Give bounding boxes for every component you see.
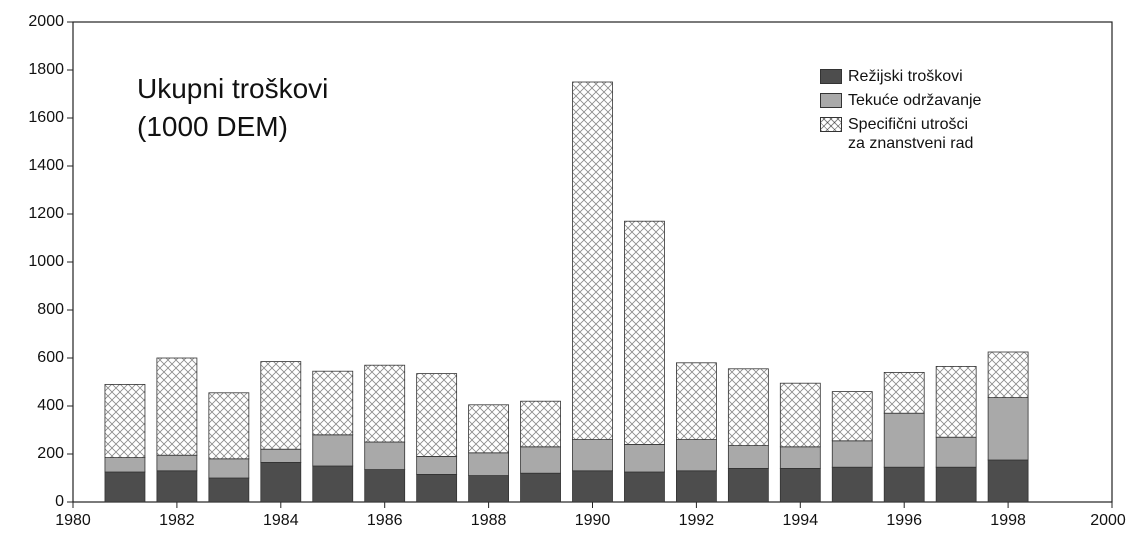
bar-segment	[416, 473, 458, 503]
bar-segment	[779, 382, 821, 448]
bar-segment	[727, 445, 769, 469]
bar-segment	[779, 446, 821, 469]
bar-segment	[156, 357, 198, 456]
bar-segment	[468, 452, 510, 476]
bar-segment	[208, 477, 250, 503]
x-tick-label: 1994	[783, 512, 819, 529]
legend-label: Tekuće održavanje	[848, 92, 982, 109]
bar-segment	[208, 458, 250, 479]
y-tick-label: 400	[37, 397, 64, 414]
bar-segment	[987, 397, 1029, 461]
y-tick-label: 0	[55, 493, 64, 510]
y-tick-label: 1000	[28, 253, 64, 270]
bar-segment	[572, 439, 613, 472]
bar-segment	[156, 454, 198, 472]
bar-segment	[676, 470, 717, 503]
bar-segment	[416, 373, 458, 457]
x-tick-label: 1986	[367, 512, 403, 529]
legend-swatch	[820, 69, 842, 84]
bar-segment	[572, 81, 613, 441]
x-tick-label: 1990	[575, 512, 611, 529]
bar-segment	[779, 467, 821, 503]
bar-segment	[104, 471, 146, 503]
y-tick-label: 1600	[28, 109, 64, 126]
bar-segment	[260, 461, 302, 503]
bar-segment	[727, 368, 769, 446]
bar-segment	[520, 472, 561, 503]
x-tick-label: 1984	[263, 512, 299, 529]
y-tick-label: 1800	[28, 61, 64, 78]
bar-segment	[883, 371, 925, 414]
x-tick-label: 1998	[990, 512, 1026, 529]
bar-segment	[312, 370, 354, 436]
y-tick-label: 1200	[28, 205, 64, 222]
bar-segment	[364, 441, 406, 471]
bar-segment	[468, 404, 510, 454]
bar-segment	[831, 391, 873, 442]
bar-segment	[676, 362, 717, 440]
x-tick-label: 1982	[159, 512, 195, 529]
bar-segment	[624, 471, 665, 503]
bar-segment	[624, 220, 665, 445]
bar-segment	[676, 439, 717, 472]
bar-segment	[831, 440, 873, 468]
bar-segment	[312, 465, 354, 503]
bar-segment	[364, 364, 406, 443]
x-tick-label: 1996	[886, 512, 922, 529]
y-tick-label: 200	[37, 445, 64, 462]
bar-segment	[208, 392, 250, 460]
bar-segment	[520, 400, 561, 448]
bar-segment	[260, 361, 302, 450]
chart-title: Ukupni troškovi (1000 DEM)	[137, 73, 329, 142]
y-tick-label: 800	[37, 301, 64, 318]
bar-segment	[831, 466, 873, 503]
bar-segment	[260, 448, 302, 463]
bar-segment	[987, 459, 1029, 503]
bar-segment	[935, 466, 977, 503]
bar-segment	[883, 466, 925, 503]
x-tick-label: 2000	[1090, 512, 1126, 529]
legend-label: Specifični utrošci za znanstveni rad	[848, 116, 974, 152]
bar-segment	[935, 436, 977, 468]
bar-segment	[104, 383, 146, 458]
bar-segment	[987, 351, 1029, 398]
bar-segment	[468, 475, 510, 503]
bar-segment	[156, 470, 198, 503]
bar-segment	[727, 467, 769, 503]
legend-label: Režijski troškovi	[848, 68, 963, 85]
bar-segment	[883, 412, 925, 468]
legend-swatch	[820, 117, 842, 132]
x-tick-label: 1980	[55, 512, 91, 529]
bar-segment	[624, 443, 665, 473]
y-tick-label: 600	[37, 349, 64, 366]
bar-segment	[572, 470, 613, 503]
legend-swatch	[820, 93, 842, 108]
y-tick-label: 1400	[28, 157, 64, 174]
x-tick-label: 1988	[471, 512, 507, 529]
y-tick-label: 2000	[28, 13, 64, 30]
bar-segment	[520, 446, 561, 474]
bar-segment	[104, 457, 146, 473]
bar-segment	[416, 455, 458, 475]
bar-segment	[312, 434, 354, 467]
x-tick-label: 1992	[679, 512, 715, 529]
bar-segment	[364, 469, 406, 503]
bar-segment	[935, 365, 977, 438]
